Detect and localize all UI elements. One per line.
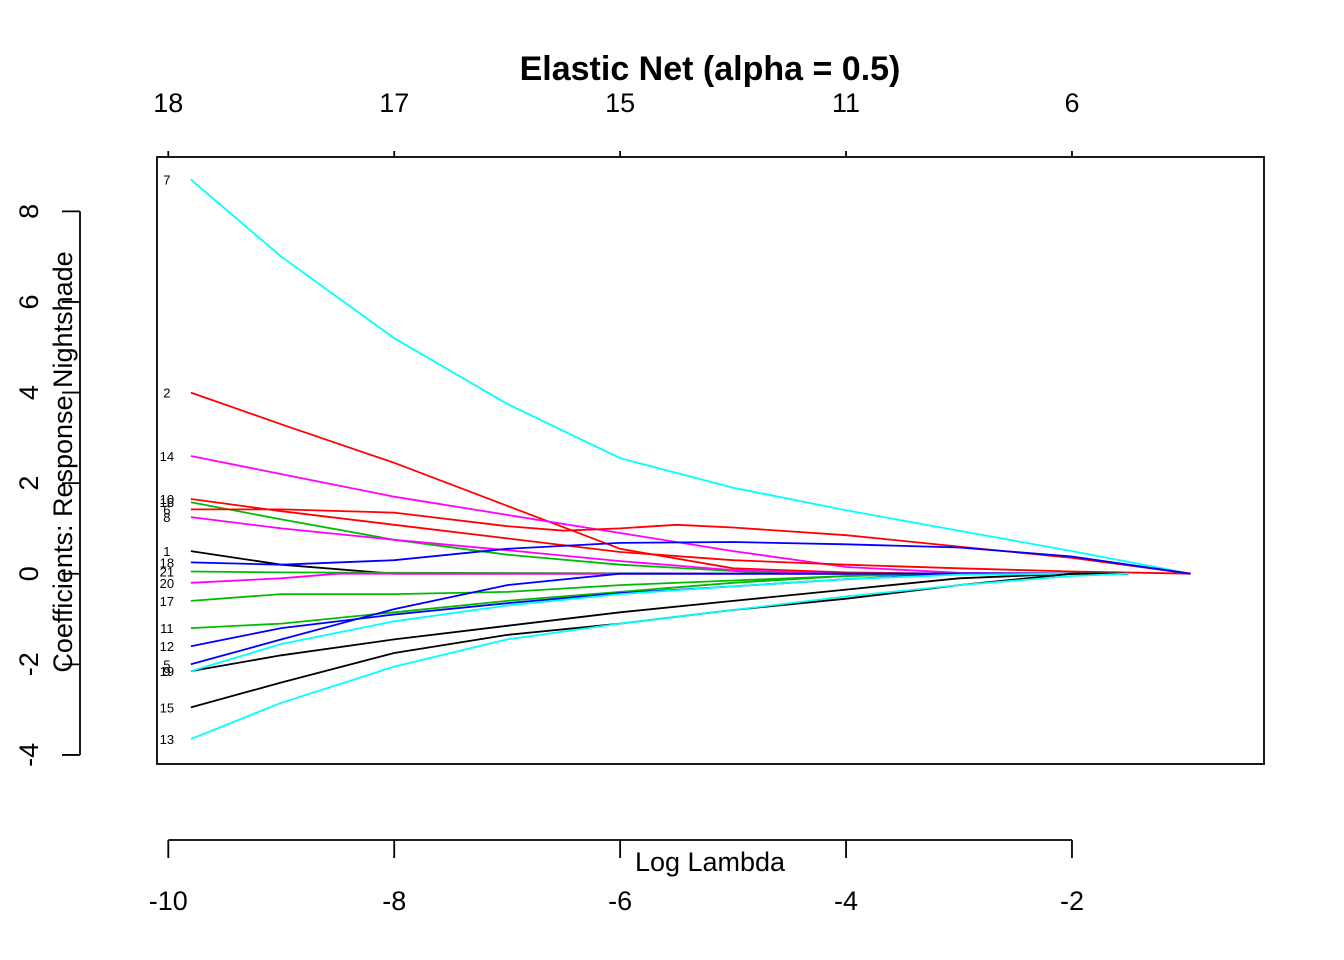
curve-label-13: 13 (160, 732, 174, 747)
y-tick-label: -2 (14, 652, 44, 676)
y-tick-label: 0 (14, 566, 44, 581)
curve-label-1: 1 (163, 544, 170, 559)
y-tick-label: 6 (14, 294, 44, 309)
x-axis-label: Log Lambda (635, 847, 786, 877)
plot-area-frame (156, 156, 1265, 765)
curve-label-7: 7 (163, 173, 170, 188)
top-tick-label: 18 (153, 88, 183, 118)
top-tick-label: 17 (379, 88, 409, 118)
y-tick-label: 8 (14, 204, 44, 219)
y-axis: -4 -2 0 2 4 6 8 (14, 204, 81, 767)
coefficient-curve-13 (190, 572, 1129, 740)
curve-label-20: 20 (160, 576, 174, 591)
y-tick-label: -4 (14, 743, 44, 767)
curve-label-21: 21 (160, 564, 174, 579)
coefficient-curve-14 (190, 455, 1129, 575)
curve-label-10: 10 (160, 492, 174, 507)
curve-label-12: 12 (160, 639, 174, 654)
curve-label-8: 8 (163, 510, 170, 525)
curve-label-5: 5 (163, 657, 170, 672)
x-tick-label: -10 (149, 886, 188, 916)
top-tick-label: 6 (1064, 88, 1079, 118)
curve-label-2: 2 (163, 386, 170, 401)
coefficient-curve-12 (190, 572, 1129, 648)
coefficient-curve-7 (190, 178, 1191, 575)
x-tick-label: -8 (382, 886, 406, 916)
curve-label-6: 6 (163, 502, 170, 517)
y-tick-label: 4 (14, 385, 44, 400)
coefficient-curve-19 (190, 572, 1129, 672)
x-tick-label: -6 (608, 886, 632, 916)
coefficient-curve-5 (190, 572, 1072, 666)
coefficient-curves (190, 178, 1191, 740)
coefficient-curve-2 (190, 391, 1129, 575)
curve-label-17: 17 (160, 594, 174, 609)
curve-label-19: 19 (160, 664, 174, 679)
x-tick-label: -4 (834, 886, 858, 916)
curve-label-15: 15 (160, 700, 174, 715)
x-tick-label: -2 (1060, 886, 1084, 916)
top-tick-label: 11 (832, 88, 860, 118)
coefficient-curve-10 (190, 498, 1191, 575)
curve-label-11: 11 (160, 621, 174, 636)
curve-label-9: 9 (163, 664, 170, 679)
coefficient-curve-9 (190, 572, 1129, 672)
y-tick-label: 2 (14, 476, 44, 491)
curve-label-18: 18 (160, 555, 174, 570)
top-tick-label: 15 (605, 88, 635, 118)
curve-label-16: 16 (160, 495, 174, 510)
y-axis-label: Coefficients: Response Nightshade (48, 251, 78, 672)
top-axis: 18 17 15 11 6 (153, 88, 1079, 157)
curve-label-14: 14 (160, 449, 174, 464)
coefficient-curve-18 (190, 541, 1191, 575)
x-axis: -10 -8 -6 -4 -2 (149, 839, 1084, 916)
chart-title: Elastic Net (alpha = 0.5) (520, 50, 901, 88)
